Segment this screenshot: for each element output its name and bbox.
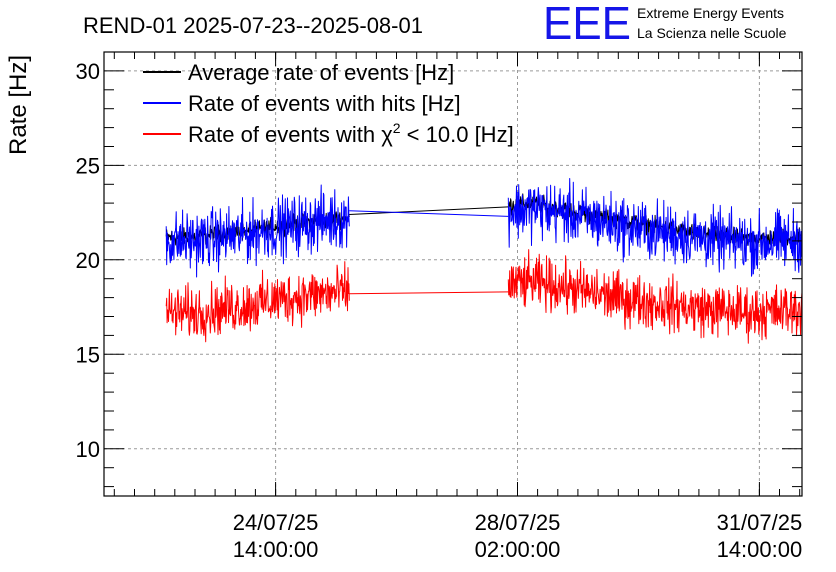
x-tick-date: 24/07/25	[233, 510, 319, 535]
series-line-segment	[349, 291, 509, 295]
series-layer	[165, 178, 803, 344]
series-line-segment	[165, 261, 350, 343]
eee-logo: EEE Extreme Energy Events La Scienza nel…	[543, 0, 787, 49]
chart-title: REND-01 2025-07-23--2025-08-01	[83, 13, 423, 38]
plot-frame	[103, 51, 803, 497]
x-tick-date: 31/07/25	[717, 510, 803, 535]
legend-label-average: Average rate of events [Hz]	[188, 60, 454, 85]
y-tick-label: 25	[76, 153, 100, 178]
x-tick-date: 28/07/25	[475, 510, 561, 535]
logo-line-2: La Scienza nelle Scuole	[637, 25, 787, 41]
legend: Average rate of events [Hz] Rate of even…	[143, 60, 514, 147]
logo-line-1: Extreme Energy Events	[637, 5, 784, 21]
x-tick-time: 02:00:00	[475, 537, 561, 562]
y-tick-label: 20	[76, 248, 100, 273]
series-line-segment	[165, 184, 350, 278]
legend-label-chi2: Rate of events with χ2 < 10.0 [Hz]	[188, 120, 514, 147]
series-line-segment	[349, 206, 509, 215]
series-rate-of-events-with-2-10-0-hz	[165, 249, 803, 344]
y-tick-label: 10	[76, 437, 100, 462]
eee-logo-mark: EEE	[543, 0, 631, 49]
x-tick-time: 14:00:00	[717, 537, 803, 562]
grid-lines	[104, 52, 802, 496]
y-tick-label: 15	[76, 342, 100, 367]
axes: 101520253024/07/2514:00:0028/07/2502:00:…	[76, 51, 803, 562]
y-axis-label: Rate [Hz]	[5, 55, 32, 155]
series-line-segment	[507, 178, 803, 277]
series-line-segment	[349, 210, 509, 217]
series-rate-of-events-with-hits-hz	[165, 178, 803, 278]
x-tick-time: 14:00:00	[233, 537, 319, 562]
series-line-segment	[507, 249, 803, 344]
legend-label-hits: Rate of events with hits [Hz]	[188, 91, 461, 116]
y-tick-label: 30	[76, 59, 100, 84]
